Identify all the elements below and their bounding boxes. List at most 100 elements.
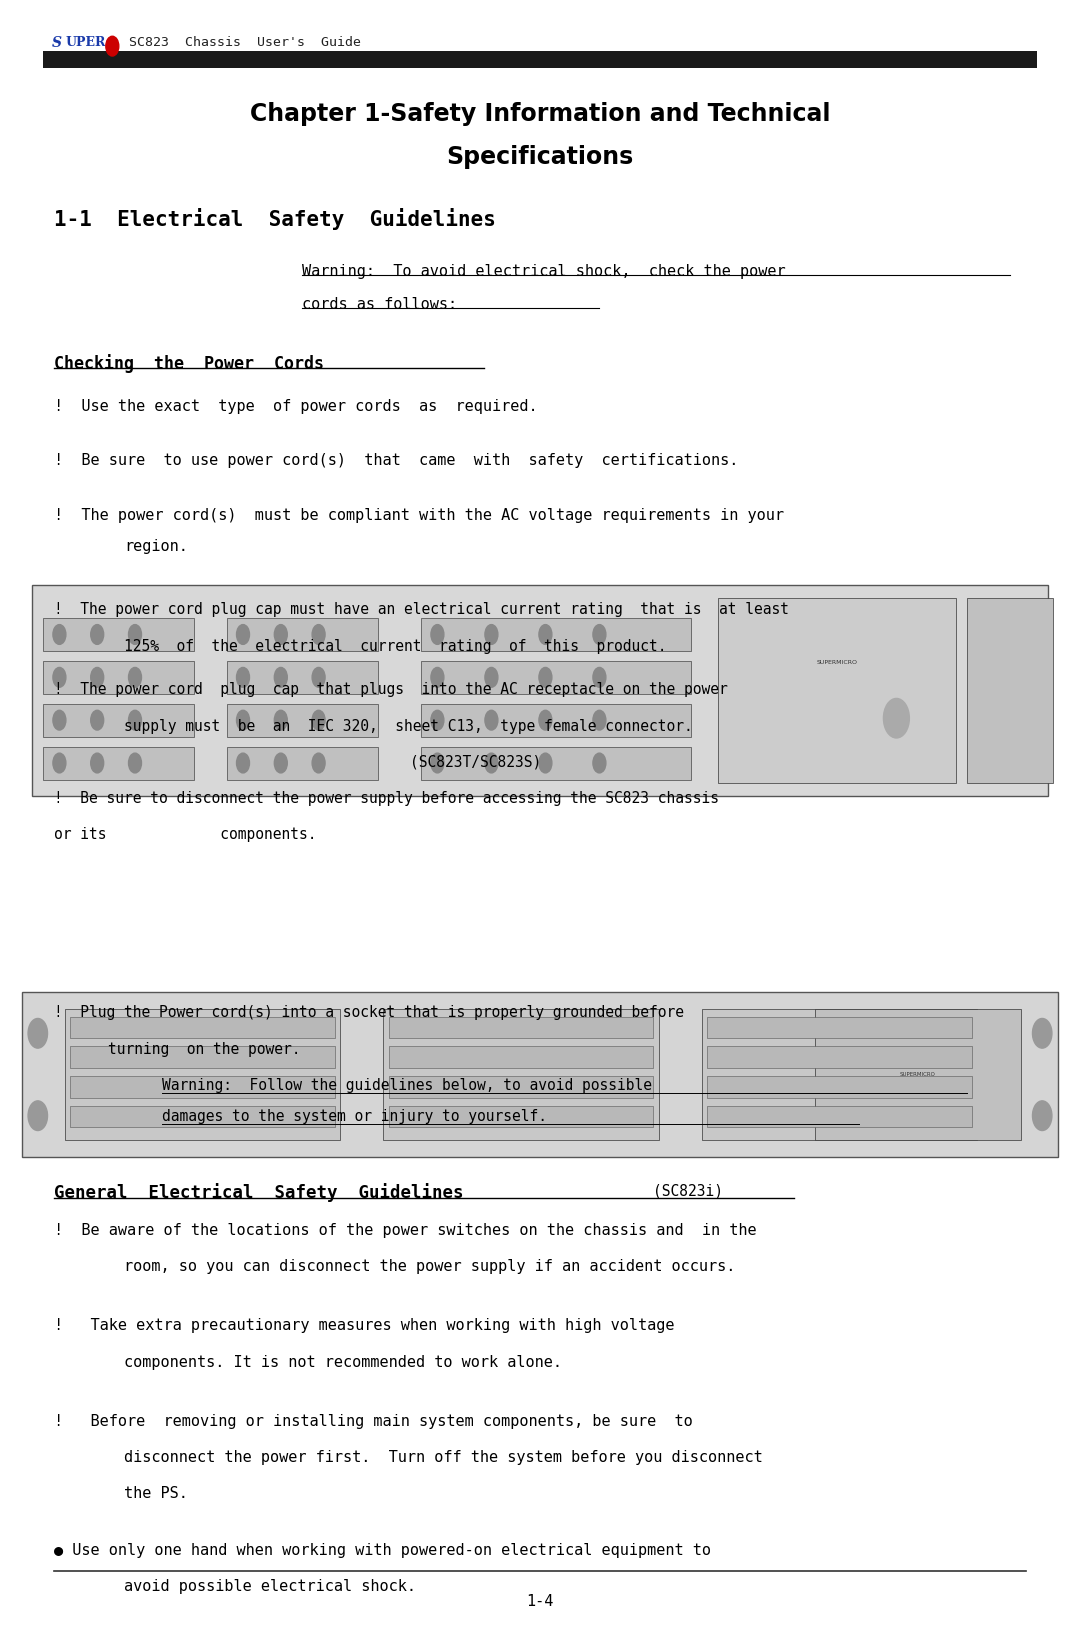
Text: SUPERMICRO: SUPERMICRO <box>816 661 858 666</box>
Circle shape <box>593 710 606 730</box>
Circle shape <box>485 625 498 644</box>
Circle shape <box>485 710 498 730</box>
Text: components. It is not recommended to work alone.: components. It is not recommended to wor… <box>124 1355 563 1369</box>
Bar <box>22 992 1058 1157</box>
Circle shape <box>1032 1018 1052 1048</box>
Circle shape <box>312 625 325 644</box>
Text: Chapter 1-Safety Information and Technical: Chapter 1-Safety Information and Technic… <box>249 102 831 127</box>
Text: !  The power cord plug cap must have an electrical current rating  that is  at l: ! The power cord plug cap must have an e… <box>54 602 789 616</box>
Text: region.: region. <box>124 539 188 554</box>
Circle shape <box>274 667 287 687</box>
Circle shape <box>312 667 325 687</box>
Circle shape <box>129 753 141 773</box>
Bar <box>43 747 194 780</box>
Bar <box>389 1106 653 1127</box>
Bar <box>43 51 1037 68</box>
Bar <box>421 661 691 694</box>
Text: disconnect the power first.  Turn off the system before you disconnect: disconnect the power first. Turn off the… <box>124 1450 762 1465</box>
Text: Checking  the  Power  Cords: Checking the Power Cords <box>54 354 324 374</box>
Text: SUPERMICRO: SUPERMICRO <box>900 1071 936 1078</box>
Text: damages to the system or injury to yourself.: damages to the system or injury to yours… <box>162 1109 546 1124</box>
Circle shape <box>431 753 444 773</box>
Circle shape <box>91 667 104 687</box>
Bar <box>421 618 691 651</box>
Bar <box>421 704 691 737</box>
Bar <box>65 1009 340 1140</box>
Bar <box>718 598 956 783</box>
Text: the PS.: the PS. <box>124 1486 188 1501</box>
Text: !  Be sure  to use power cord(s)  that  came  with  safety  certifications.: ! Be sure to use power cord(s) that came… <box>54 453 739 468</box>
Circle shape <box>91 753 104 773</box>
Bar <box>43 618 194 651</box>
Text: !  Plug the Power cord(s) into a socket that is properly grounded before: ! Plug the Power cord(s) into a socket t… <box>54 1005 684 1020</box>
Text: supply must  be  an  IEC 320,  sheet C13,  type female connector.: supply must be an IEC 320, sheet C13, ty… <box>124 719 693 733</box>
Bar <box>702 1009 977 1140</box>
Circle shape <box>485 667 498 687</box>
Bar <box>707 1076 972 1098</box>
Circle shape <box>431 625 444 644</box>
Circle shape <box>883 699 909 738</box>
Circle shape <box>91 625 104 644</box>
Text: !  Be aware of the locations of the power switches on the chassis and  in the: ! Be aware of the locations of the power… <box>54 1223 757 1238</box>
Text: !   Before  removing or installing main system components, be sure  to: ! Before removing or installing main sys… <box>54 1414 692 1429</box>
Text: S: S <box>52 36 62 49</box>
Bar <box>383 1009 659 1140</box>
Bar <box>707 1017 972 1038</box>
Circle shape <box>106 36 119 56</box>
Circle shape <box>91 710 104 730</box>
Text: 1-1  Electrical  Safety  Guidelines: 1-1 Electrical Safety Guidelines <box>54 208 496 229</box>
Circle shape <box>593 667 606 687</box>
Bar <box>389 1076 653 1098</box>
Bar <box>227 747 378 780</box>
Circle shape <box>1032 1101 1052 1131</box>
Text: !  The power cord(s)  must be compliant with the AC voltage requirements in your: ! The power cord(s) must be compliant wi… <box>54 508 784 522</box>
Text: Specifications: Specifications <box>446 145 634 170</box>
Text: (SC823T/SC823S): (SC823T/SC823S) <box>410 755 542 770</box>
Circle shape <box>28 1018 48 1048</box>
Circle shape <box>237 667 249 687</box>
Circle shape <box>53 710 66 730</box>
Circle shape <box>593 625 606 644</box>
Circle shape <box>431 667 444 687</box>
Bar <box>227 704 378 737</box>
Circle shape <box>539 625 552 644</box>
Text: Warning:  To avoid electrical shock,  check the power: Warning: To avoid electrical shock, chec… <box>302 264 786 279</box>
Circle shape <box>593 753 606 773</box>
Text: !  Use the exact  type  of power cords  as  required.: ! Use the exact type of power cords as r… <box>54 399 538 414</box>
Circle shape <box>237 753 249 773</box>
Circle shape <box>431 710 444 730</box>
Circle shape <box>539 667 552 687</box>
Circle shape <box>274 625 287 644</box>
Text: (SC823i): (SC823i) <box>653 1183 724 1198</box>
Circle shape <box>28 1101 48 1131</box>
Text: avoid possible electrical shock.: avoid possible electrical shock. <box>124 1579 416 1594</box>
Text: or its             components.: or its components. <box>54 827 316 842</box>
Bar <box>389 1017 653 1038</box>
Bar <box>421 747 691 780</box>
Bar <box>815 1009 1021 1140</box>
Text: SC823  Chassis  User's  Guide: SC823 Chassis User's Guide <box>121 36 361 49</box>
Circle shape <box>53 667 66 687</box>
Text: turning  on the power.: turning on the power. <box>108 1042 300 1056</box>
Circle shape <box>539 753 552 773</box>
Circle shape <box>129 625 141 644</box>
Circle shape <box>237 710 249 730</box>
Text: 125%  of  the  electrical  current  rating  of  this  product.: 125% of the electrical current rating of… <box>124 639 666 654</box>
Bar <box>707 1106 972 1127</box>
Circle shape <box>129 710 141 730</box>
Circle shape <box>237 625 249 644</box>
Text: Warning:  Follow the guidelines below, to avoid possible: Warning: Follow the guidelines below, to… <box>162 1078 652 1093</box>
Circle shape <box>274 710 287 730</box>
Bar <box>389 1046 653 1068</box>
Bar <box>32 585 1048 796</box>
Circle shape <box>312 710 325 730</box>
Circle shape <box>53 625 66 644</box>
Text: General  Electrical  Safety  Guidelines: General Electrical Safety Guidelines <box>54 1183 463 1203</box>
Bar <box>70 1017 335 1038</box>
Text: room, so you can disconnect the power supply if an accident occurs.: room, so you can disconnect the power su… <box>124 1259 735 1274</box>
Circle shape <box>539 710 552 730</box>
Text: !  The power cord  plug  cap  that plugs  into the AC receptacle on the power: ! The power cord plug cap that plugs int… <box>54 682 728 697</box>
Bar <box>70 1046 335 1068</box>
Text: 1-4: 1-4 <box>526 1594 554 1608</box>
Bar <box>707 1046 972 1068</box>
